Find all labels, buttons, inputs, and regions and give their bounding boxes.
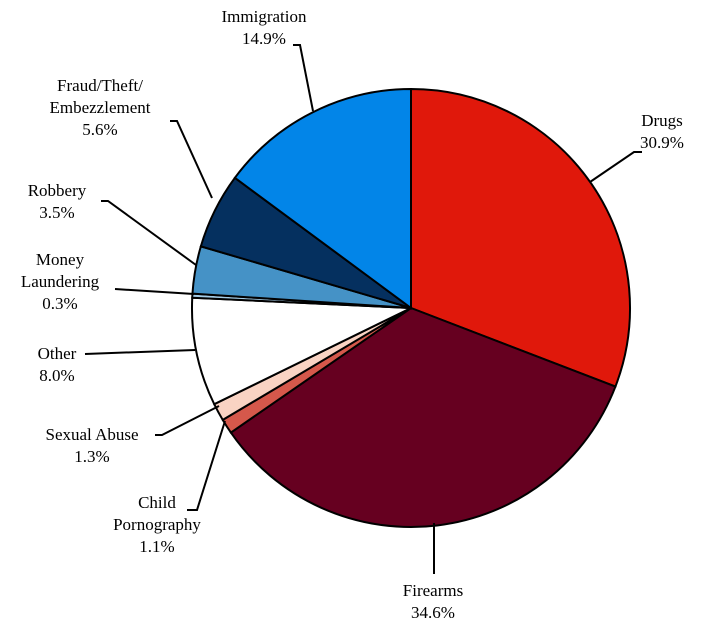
label-line: Embezzlement [49,98,150,117]
label-child-pornography: Child Pornography 1.1% [113,493,201,556]
leader-robbery [101,200,197,266]
slice-labels: Drugs 30.9% Firearms 34.6% Child Pornography 1… [21,7,684,622]
label-line: Pornography [113,515,201,534]
label-other: Other 8.0% [38,344,77,385]
label-line: Fraud/Theft/ [57,76,143,95]
value-label: 34.6% [411,603,455,622]
leader-sexual-abuse [155,405,220,436]
label-line: Drugs [641,111,683,130]
leader-money-laundering [114,288,195,295]
label-firearms: Firearms 34.6% [403,581,463,622]
value-label: 14.9% [242,29,286,48]
value-label: 30.9% [640,133,684,152]
label-line: Child [138,493,176,512]
slice-firearms [229,306,617,528]
value-label: 1.1% [139,537,174,556]
label-robbery: Robbery 3.5% [28,181,87,222]
label-line: Money [36,250,85,269]
pie-slices [191,87,631,528]
label-line: Laundering [21,272,100,291]
label-line: Immigration [222,7,307,26]
label-fraud-theft-embezzlement: Fraud/Theft/Embezzlement 5.6% [49,76,150,139]
value-label: 0.3% [42,294,77,313]
leader-child-pornography [187,420,226,511]
leader-other [84,349,196,355]
label-line: Firearms [403,581,463,600]
label-money-laundering: Money Laundering 0.3% [21,250,100,313]
label-sexual-abuse: Sexual Abuse 1.3% [45,425,138,466]
slice-drugs [410,87,631,388]
label-line: Sexual Abuse [45,425,138,444]
label-immigration: Immigration 14.9% [222,7,307,48]
value-label: 3.5% [39,203,74,222]
value-label: 1.3% [74,447,109,466]
value-label: 5.6% [82,120,117,139]
leader-drugs [589,151,642,183]
label-line: Robbery [28,181,87,200]
leader-immigration [293,44,314,112]
leader-lines [84,44,642,574]
label-drugs: Drugs 30.9% [640,111,684,152]
slice-immigration [233,87,412,310]
label-line: Other [38,344,77,363]
value-label: 8.0% [39,366,74,385]
leader-fraud-theft-embezzlement [170,120,213,199]
slice-other [191,296,412,406]
